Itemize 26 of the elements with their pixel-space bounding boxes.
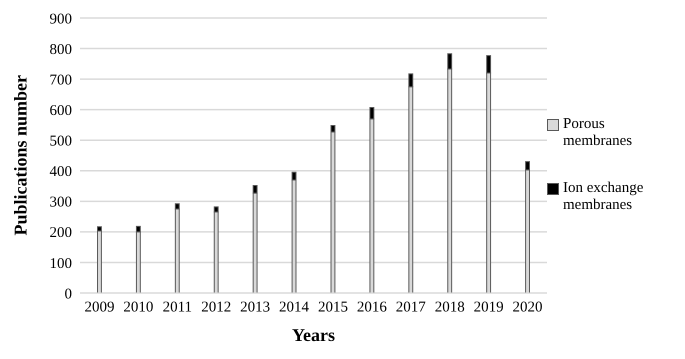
y-tick-label: 300 <box>50 194 72 211</box>
x-tick-label: 2020 <box>512 300 543 316</box>
y-tick-label: 0 <box>64 286 72 302</box>
y-tick-label: 200 <box>50 225 72 242</box>
x-tick-label: 2017 <box>396 300 426 316</box>
y-tick-label: 900 <box>50 11 72 28</box>
legend-label: Ion exchange membranes <box>563 180 644 214</box>
x-tick-label: 2018 <box>434 300 465 316</box>
y-tick-label: 400 <box>50 164 72 180</box>
y-tick-label: 700 <box>50 72 72 88</box>
x-tick-label: 2016 <box>356 300 388 316</box>
y-tick-label: 800 <box>50 42 72 58</box>
x-tick-label: 2012 <box>201 300 232 316</box>
x-tick-label: 2010 <box>123 300 154 316</box>
x-tick-label: 2019 <box>474 300 504 316</box>
x-tick-label: 2015 <box>318 300 348 316</box>
y-tick-label: 100 <box>50 256 72 272</box>
x-axis-title: Years <box>292 325 335 345</box>
x-tick-label: 2014 <box>279 300 310 316</box>
x-tick-label: 2011 <box>162 300 192 316</box>
y-tick-label: 600 <box>50 102 72 119</box>
x-tick-label: 2013 <box>240 300 270 316</box>
y-tick-label: 500 <box>50 134 72 150</box>
y-axis-title: Publications number <box>10 74 30 236</box>
legend-label: Porous membranes <box>563 116 634 150</box>
x-tick-label: 2009 <box>84 300 114 316</box>
